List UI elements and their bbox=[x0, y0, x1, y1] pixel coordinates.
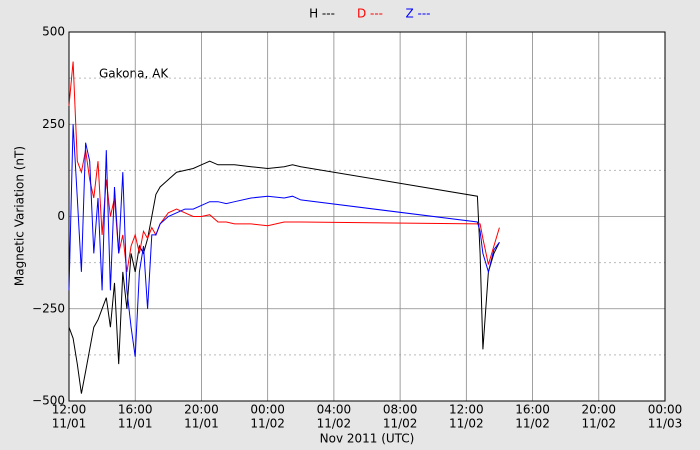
x-tick-label: 11/02 bbox=[449, 417, 484, 431]
data-line bbox=[68, 160, 500, 394]
x-tick-label: 11/01 bbox=[184, 417, 219, 431]
x-tick-label: 20:00 bbox=[581, 403, 616, 417]
x-tick-label: 11/02 bbox=[383, 417, 418, 431]
x-axis-label: Nov 2011 (UTC) bbox=[320, 432, 415, 446]
x-tick-label: 08:00 bbox=[383, 403, 418, 417]
y-tick-label: −250 bbox=[32, 301, 65, 315]
x-tick-label: 00:00 bbox=[648, 403, 683, 417]
x-tick-label: 12:00 bbox=[449, 403, 484, 417]
x-tick-label: 11/02 bbox=[250, 417, 285, 431]
legend-entry: H --- bbox=[309, 7, 335, 21]
x-tick-label: 20:00 bbox=[184, 403, 219, 417]
x-tick-label: 11/02 bbox=[317, 417, 352, 431]
x-tick-label: 16:00 bbox=[118, 403, 153, 417]
y-tick-label: 250 bbox=[42, 117, 65, 131]
x-tick-label: 00:00 bbox=[250, 403, 285, 417]
x-tick-label: 11/01 bbox=[118, 417, 153, 431]
x-tick-label: 16:00 bbox=[515, 403, 550, 417]
x-tick-label: 04:00 bbox=[317, 403, 352, 417]
x-tick-label: 11/01 bbox=[52, 417, 87, 431]
y-axis-label: Magnetic Variation (nT) bbox=[13, 146, 27, 286]
plot-frame bbox=[68, 31, 666, 402]
legend-entry: D --- bbox=[357, 7, 383, 21]
y-tick-label: −500 bbox=[32, 394, 65, 408]
y-tick-label: 0 bbox=[57, 209, 65, 223]
x-tick-label: 11/02 bbox=[581, 417, 616, 431]
data-line bbox=[68, 124, 500, 357]
x-tick-label: 12:00 bbox=[52, 403, 87, 417]
x-tick-label: 11/02 bbox=[515, 417, 550, 431]
x-tick-label: 11/03 bbox=[648, 417, 683, 431]
y-tick-label: 500 bbox=[42, 25, 65, 39]
legend-entry: Z --- bbox=[405, 7, 430, 21]
annotation: Gakona, AK bbox=[99, 67, 169, 81]
